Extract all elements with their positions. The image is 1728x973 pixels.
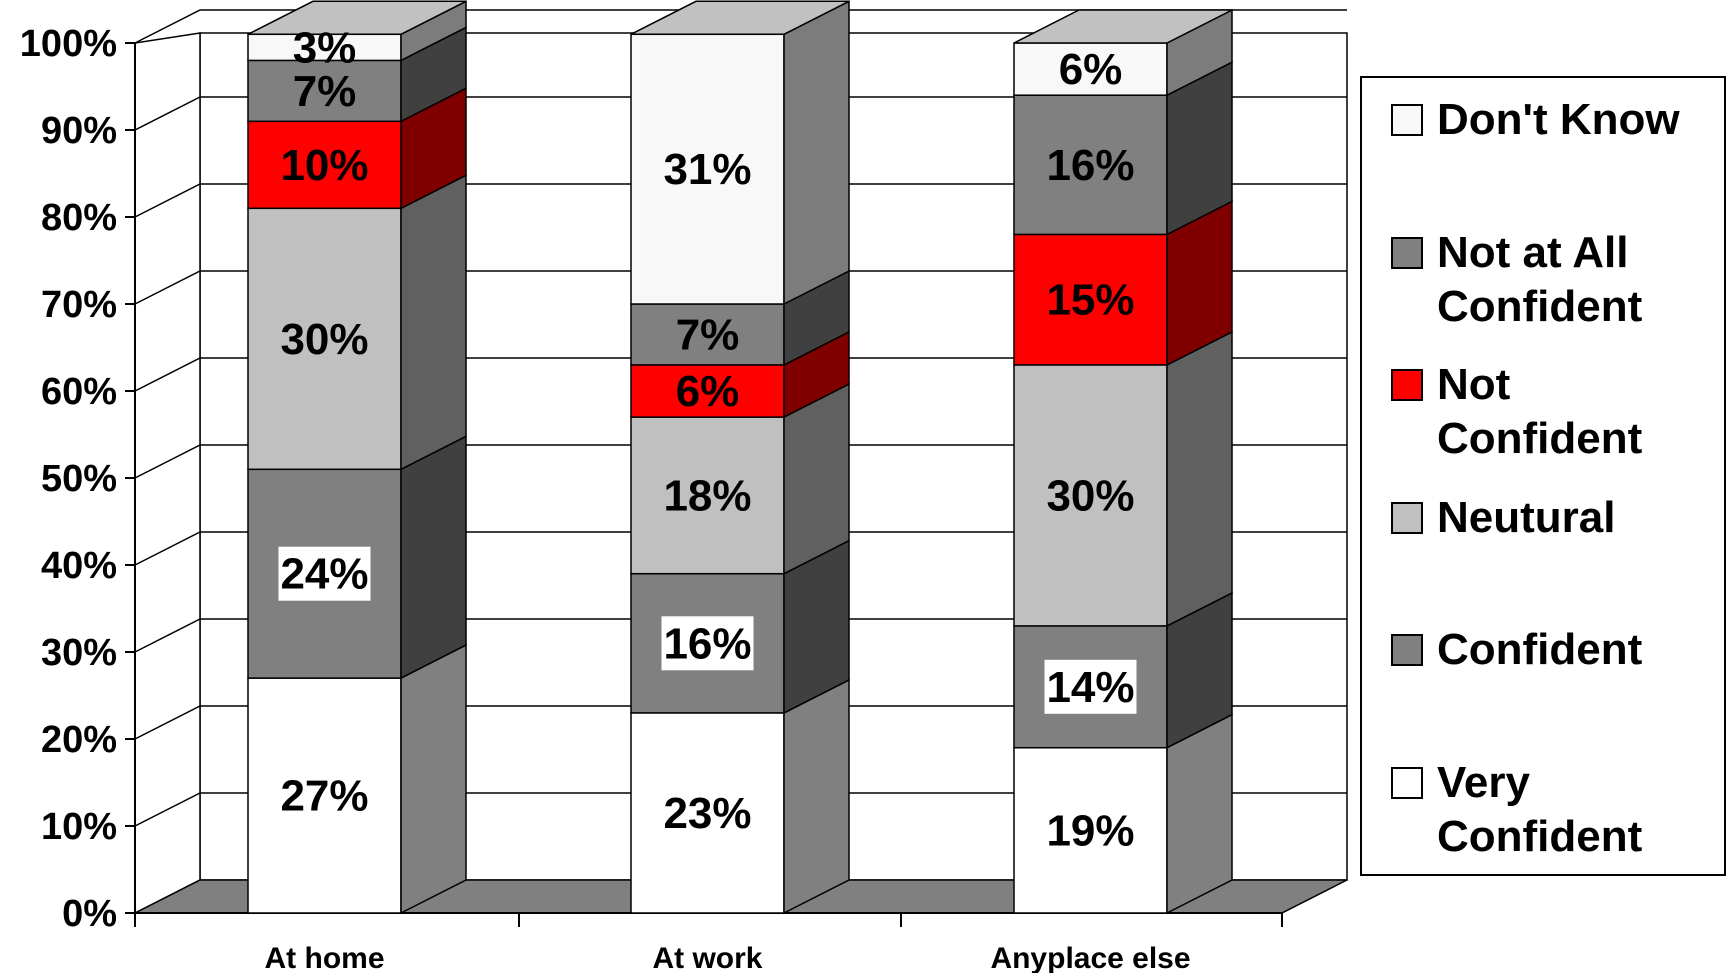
- bar-segment: [630, 269, 850, 367]
- chart-data-labels: 27%24%30%10%7%3%23%16%18%6%7%31%19%14%30…: [278, 23, 1137, 855]
- legend-label: Neutural: [1437, 493, 1615, 542]
- y-tick-label: 40%: [41, 545, 117, 587]
- bar-segment: [247, 0, 467, 62]
- legend-entry: Confident: [1391, 625, 1643, 674]
- x-category-label: At home: [265, 942, 385, 973]
- data-label: 23%: [663, 789, 751, 838]
- legend-label: Not at All: [1437, 228, 1628, 277]
- gridline: [134, 183, 1347, 218]
- data-label: 18%: [663, 471, 751, 520]
- bar-segment: [247, 435, 467, 680]
- data-label: 6%: [676, 367, 740, 416]
- bar-segment: [247, 643, 467, 915]
- legend-swatch: [1391, 767, 1423, 799]
- data-label-background: [1044, 659, 1137, 714]
- data-label: 19%: [1046, 806, 1134, 855]
- bar-segment: [630, 539, 850, 715]
- y-tick-label: 10%: [41, 806, 117, 848]
- legend-swatch: [1391, 104, 1423, 136]
- legend-swatch: [1391, 237, 1423, 269]
- data-label: 14%: [1046, 663, 1134, 712]
- gridline: [134, 531, 1347, 566]
- bar-segment: [1013, 200, 1233, 367]
- chart-axes: 0% 10% 20% 30% 40% 50% 60% 70% 80% 90% 100% At home…: [20, 23, 1283, 973]
- bar-segment: [1013, 60, 1233, 236]
- legend-label: Not: [1437, 360, 1511, 409]
- data-label-background: [278, 546, 371, 601]
- data-label: 3%: [293, 23, 357, 72]
- data-label-background: [661, 616, 754, 671]
- legend-swatch: [1391, 369, 1423, 401]
- gridline: [134, 96, 1347, 131]
- data-label: 16%: [1046, 141, 1134, 190]
- bar-segment: [247, 174, 467, 471]
- data-label: 7%: [676, 310, 740, 359]
- y-tick-label: 0%: [62, 893, 117, 935]
- legend-entry: Very Confident: [1391, 758, 1643, 861]
- data-label: 16%: [663, 619, 751, 668]
- legend-label: Confident: [1437, 625, 1643, 674]
- legend-swatch: [1391, 502, 1423, 534]
- bar-segment: [1013, 713, 1233, 915]
- bar-segment: [247, 87, 467, 210]
- legend-swatch: [1391, 634, 1423, 666]
- data-label: 10%: [280, 141, 368, 190]
- bar-segment: [630, 382, 850, 575]
- gridline: [134, 444, 1347, 479]
- data-label: 24%: [280, 550, 368, 599]
- gridline: [134, 618, 1347, 653]
- legend-entry: Not Confident: [1391, 360, 1643, 463]
- bar-segment: [630, 678, 850, 915]
- bar-segment: [630, 330, 850, 419]
- bar-segment: [630, 0, 850, 306]
- gridline: [134, 705, 1347, 740]
- x-category-label: At work: [652, 942, 762, 973]
- data-label: 30%: [280, 315, 368, 364]
- data-label: 31%: [663, 145, 751, 194]
- y-tick-label: 90%: [41, 110, 117, 152]
- y-tick-label: 20%: [41, 719, 117, 761]
- legend-label: Confident: [1437, 414, 1643, 463]
- bar-segment: [247, 26, 467, 123]
- y-tick-label: 50%: [41, 458, 117, 500]
- data-label: 30%: [1046, 471, 1134, 520]
- y-tick-label: 80%: [41, 197, 117, 239]
- gridline: [134, 792, 1347, 827]
- chart-bars: [247, 0, 1233, 915]
- data-label: 15%: [1046, 276, 1134, 325]
- y-tick-label: 100%: [20, 23, 117, 65]
- legend-label: Confident: [1437, 282, 1643, 331]
- data-label: 6%: [1059, 45, 1123, 94]
- legend-label: Confident: [1437, 812, 1643, 861]
- legend-entry: Don't Know: [1391, 95, 1680, 144]
- data-label: 27%: [280, 772, 368, 821]
- y-tick-label: 30%: [41, 632, 117, 674]
- bar-segment: [1013, 8, 1233, 97]
- y-tick-label: 60%: [41, 371, 117, 413]
- gridline: [134, 270, 1347, 305]
- legend-entry: Neutural: [1391, 493, 1615, 542]
- y-tick-label: 70%: [41, 284, 117, 326]
- legend-label: Don't Know: [1437, 95, 1680, 144]
- gridline: [134, 357, 1347, 392]
- bar-segment: [1013, 330, 1233, 628]
- x-category-label: Anyplace else: [990, 942, 1190, 973]
- chart-legend: Don't Know Not at All Confident Not Confiden…: [1360, 76, 1726, 876]
- legend-label: Very: [1437, 758, 1531, 807]
- legend-entry: Not at All Confident: [1391, 228, 1643, 331]
- gridline: [134, 9, 1347, 44]
- chart-gridlines: [134, 9, 1347, 827]
- data-label: 7%: [293, 67, 357, 116]
- legend-box: [1360, 76, 1726, 876]
